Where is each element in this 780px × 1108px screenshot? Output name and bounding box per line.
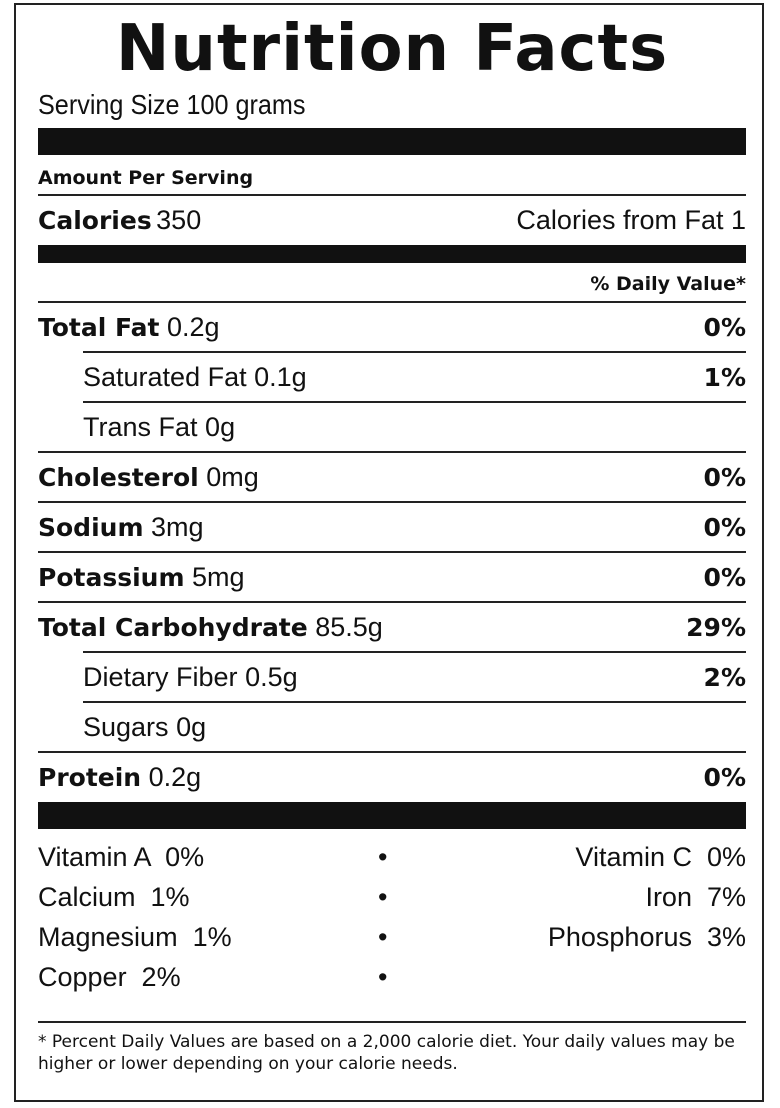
nutrient-pct: 0% [703,562,746,592]
nutrient-row-saturated-fat: Saturated Fat 0.1g 1% [83,351,746,401]
nutrient-row-potassium: Potassium 5mg 0% [38,551,746,601]
nutrient-name: Protein [38,762,142,792]
label-title: Nutrition Facts [115,12,669,86]
nutrient-row-sugars: Sugars 0g [83,701,746,751]
nutrient-pct: 0% [703,512,746,542]
nutrient-amount: 0g [176,711,207,742]
vitamin-left: Magnesium 1% [38,922,232,952]
nutrient-row-cholesterol: Cholesterol 0mg 0% [38,451,746,501]
thick-divider [38,802,746,829]
nutrient-name: Saturated Fat [83,361,247,392]
nutrient-row-total-fat: Total Fat 0.2g 0% [38,301,746,351]
bullet-separator: • [378,962,388,992]
amount-per-serving: Amount Per Serving [38,167,254,189]
nutrient-name: Sugars [83,711,169,742]
nutrient-amount: 0.5g [245,661,298,692]
nutrient-amount: 5mg [192,561,245,592]
calories-value: 350 [156,204,202,235]
nutrient-row-dietary-fiber: Dietary Fiber 0.5g 2% [83,651,746,701]
calories-label: Calories [38,205,152,235]
nutrient-amount: 0.1g [254,361,307,392]
bullet-separator: • [378,882,388,912]
nutrient-row-total-carbohydrate: Total Carbohydrate 85.5g 29% [38,601,746,651]
nutrition-label: Nutrition Facts Serving Size 100 grams A… [14,3,764,1102]
nutrient-name: Total Fat [38,312,160,342]
nutrient-name: Total Carbohydrate [38,612,308,642]
vitamin-row: Calcium 1% • Iron 7% [38,877,746,917]
nutrient-amount: 3mg [151,511,204,542]
daily-value-header: % Daily Value* [590,273,746,295]
nutrient-amount: 0g [205,411,236,442]
nutrient-name: Cholesterol [38,462,199,492]
nutrient-amount: 0.2g [166,311,220,342]
vitamin-row: Magnesium 1% • Phosphorus 3% [38,917,746,957]
nutrient-pct: 0% [703,462,746,492]
vitamin-right: Phosphorus 3% [547,922,746,952]
nutrient-list: Total Fat 0.2g 0% Saturated Fat 0.1g 1% Tr… [38,301,746,801]
vitamin-row: Copper 2% • [38,957,746,997]
nutrient-pct: 0% [703,312,746,342]
serving-size: Serving Size 100 grams [38,89,306,120]
vitamin-right: Iron 7% [645,882,746,912]
thick-divider [38,128,746,155]
nutrient-name: Potassium [38,562,185,592]
nutrient-name: Dietary Fiber [83,661,238,692]
nutrient-pct: 2% [703,662,746,692]
nutrient-pct: 0% [703,762,746,792]
nutrient-pct: 29% [686,612,746,642]
nutrient-pct: 1% [703,362,746,392]
nutrient-amount: 85.5g [315,611,383,642]
footnote: * Percent Daily Values are based on a 2,… [38,1021,746,1075]
vitamin-left: Vitamin A 0% [38,842,205,872]
divider [38,194,746,196]
nutrient-name: Sodium [38,512,144,542]
vitamin-right: Vitamin C 0% [575,842,746,872]
nutrient-name: Trans Fat [83,411,198,442]
nutrient-row-protein: Protein 0.2g 0% [38,751,746,801]
bullet-separator: • [378,842,388,872]
nutrient-row-sodium: Sodium 3mg 0% [38,501,746,551]
nutrient-amount: 0.2g [148,761,202,792]
thick-divider [38,245,746,263]
nutrient-amount: 0mg [206,461,259,492]
vitamin-left: Calcium 1% [38,882,190,912]
bullet-separator: • [378,922,388,952]
vitamin-left: Copper 2% [38,962,181,992]
calories-row: Calories 350 Calories from Fat 1 [38,197,746,243]
vitamin-row: Vitamin A 0% • Vitamin C 0% [38,837,746,877]
calories-from-fat: Calories from Fat 1 [516,204,746,235]
nutrient-row-trans-fat: Trans Fat 0g [83,401,746,451]
